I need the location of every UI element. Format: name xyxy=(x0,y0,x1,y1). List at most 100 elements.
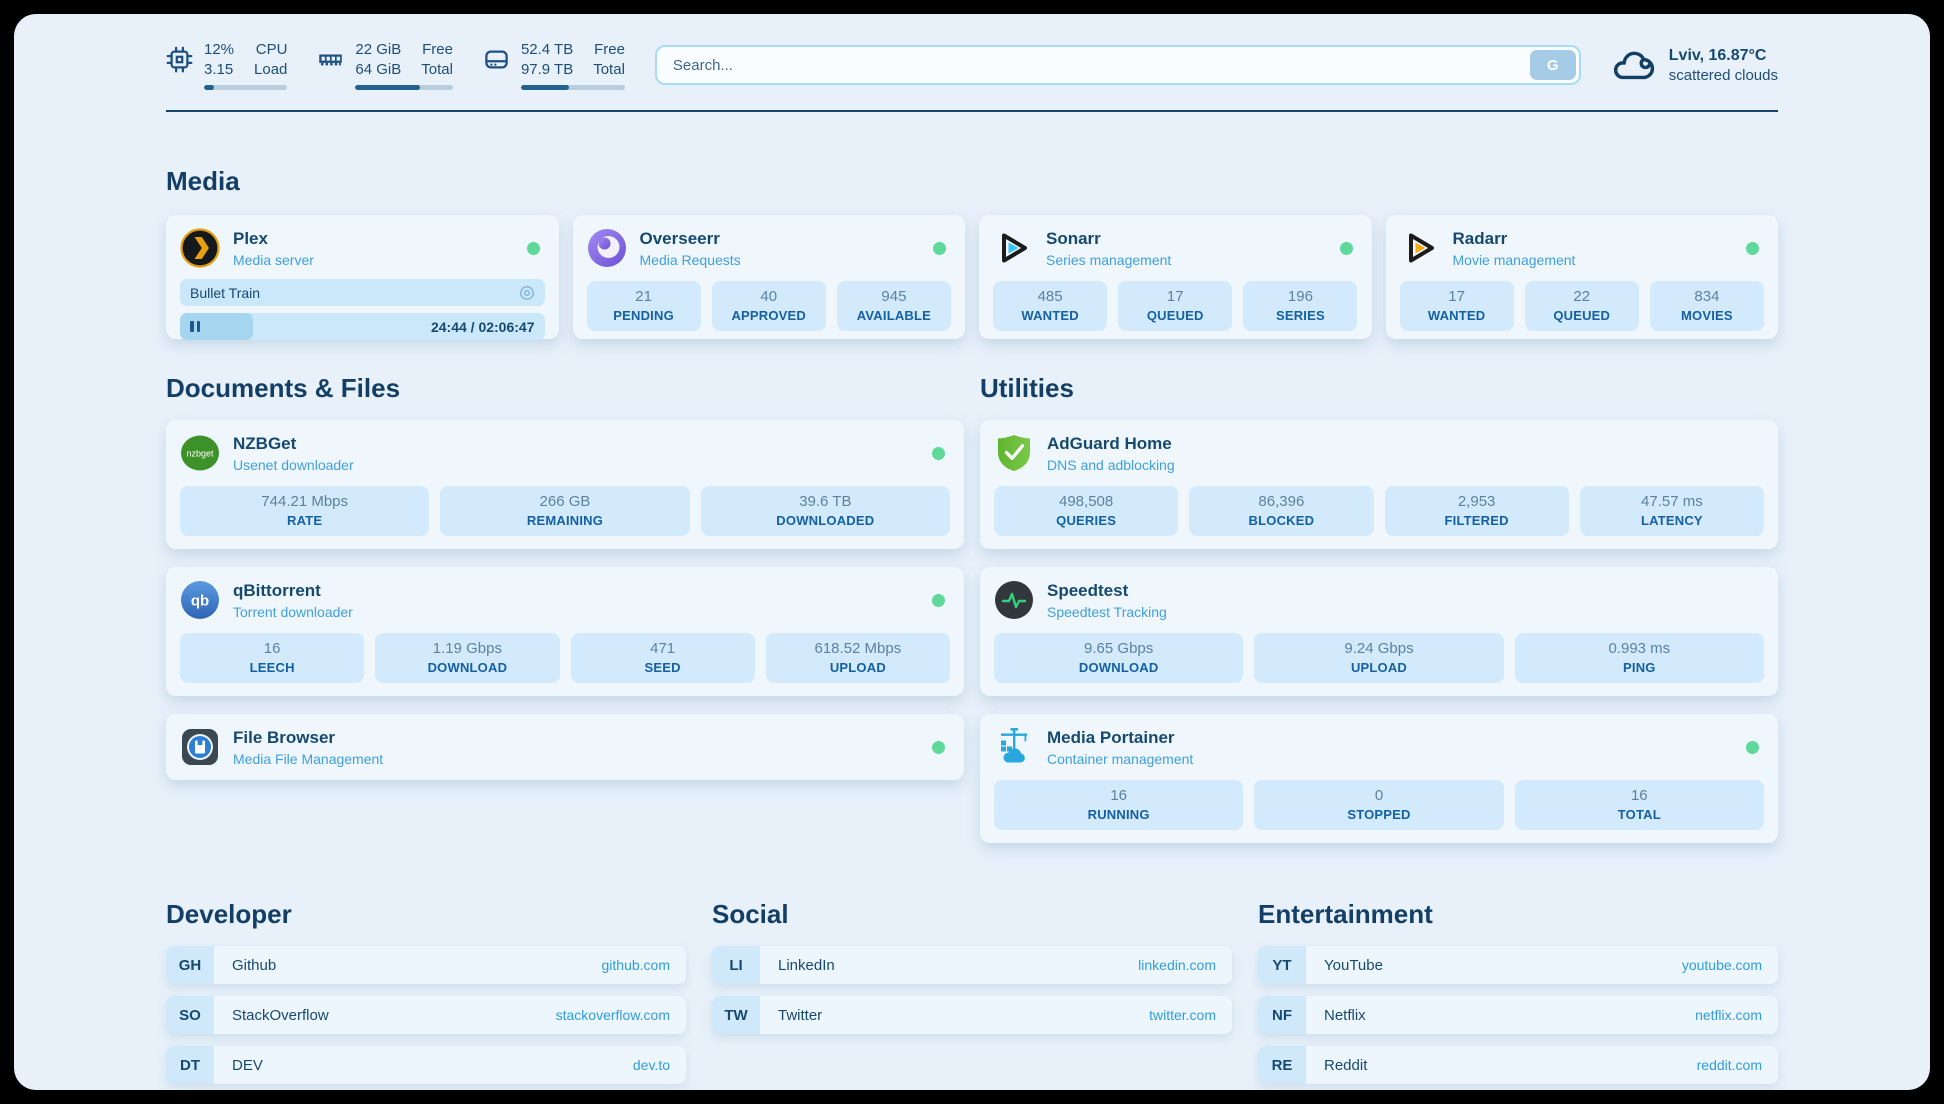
bookmarks: Developer GH Github github.com SO StackO… xyxy=(166,899,1778,1090)
stat-queries: 498,508 QUERIES xyxy=(994,486,1179,536)
app-name: Media Portainer xyxy=(1047,727,1175,747)
stat-movies: 834 MOVIES xyxy=(1649,281,1764,331)
stat-remaining: 266 GB REMAINING xyxy=(440,486,690,536)
overseerr-icon xyxy=(587,229,626,267)
disk-icon xyxy=(485,50,508,69)
app-desc: DNS and adblocking xyxy=(1047,456,1175,473)
app-name: qBittorrent xyxy=(233,580,321,600)
search-input[interactable] xyxy=(654,45,1581,85)
disk-widget: 52.4 TB 97.9 TB Free Total xyxy=(483,40,625,90)
app-card-speedtest[interactable]: Speedtest Speedtest Tracking 9.65 Gbps D… xyxy=(980,567,1778,696)
playback-time: 24:44 / 02:06:47 xyxy=(430,318,535,335)
stream-settings-icon[interactable] xyxy=(519,285,535,301)
top-bar: 12% 3.15 CPU Load xyxy=(166,14,1778,90)
stat-rate: 744.21 Mbps RATE xyxy=(180,486,430,536)
disk-progress-bar xyxy=(520,85,625,90)
bookmark-column-entertainment: Entertainment YT YouTube youtube.com NF … xyxy=(1258,899,1778,1090)
memory-labels: Free Total xyxy=(421,41,453,78)
status-dot xyxy=(526,241,540,255)
app-name: Overseerr xyxy=(639,228,720,248)
memory-progress-bar xyxy=(355,85,453,90)
app-desc: Media Requests xyxy=(639,251,741,268)
app-card-portainer[interactable]: Media Portainer Container management 16 … xyxy=(980,714,1778,843)
stat-series: 196 SERIES xyxy=(1243,281,1358,331)
stat-queued: 22 QUEUED xyxy=(1524,281,1639,331)
cpu-progress-bar xyxy=(204,85,288,90)
stat-running: 16 RUNNING xyxy=(994,780,1244,830)
stat-seed: 471 SEED xyxy=(570,633,755,683)
link-netflix[interactable]: NF Netflix netflix.com xyxy=(1258,996,1778,1034)
svg-text:qb: qb xyxy=(191,593,209,610)
app-card-adguard[interactable]: AdGuard Home DNS and adblocking 498,508 … xyxy=(980,420,1778,549)
app-card-filebrowser[interactable]: File Browser Media File Management xyxy=(166,714,964,780)
system-stats: 12% 3.15 CPU Load xyxy=(166,40,625,90)
now-playing-row: Bullet Train xyxy=(180,279,545,306)
link-github[interactable]: GH Github github.com xyxy=(166,946,686,984)
app-card-nzbget[interactable]: nzbget NZBGet Usenet downloader 744.21 M… xyxy=(166,420,964,549)
app-desc: Series management xyxy=(1046,251,1172,268)
section-title-media: Media xyxy=(166,166,240,196)
link-dev[interactable]: DT DEV dev.to xyxy=(166,1046,686,1084)
app-name: AdGuard Home xyxy=(1047,433,1172,453)
app-name: Plex xyxy=(233,228,268,248)
weather-widget: Lviv, 16.87°C scattered clouds xyxy=(1611,42,1778,88)
app-card-qbittorrent[interactable]: qb qBittorrent Torrent downloader 16 xyxy=(166,567,964,696)
link-reddit[interactable]: RE Reddit reddit.com xyxy=(1258,1046,1778,1084)
app-name: NZBGet xyxy=(233,433,297,453)
status-dot xyxy=(932,446,945,460)
status-dot xyxy=(1339,241,1353,255)
app-card-sonarr[interactable]: Sonarr Series management 485 WANTED 17 Q… xyxy=(979,215,1372,339)
status-dot xyxy=(932,593,945,607)
link-twitter[interactable]: TW Twitter twitter.com xyxy=(712,996,1232,1034)
section-title-developer: Developer xyxy=(166,899,292,929)
plex-icon xyxy=(180,228,220,268)
search-engine-button[interactable]: G xyxy=(1529,50,1576,80)
radarr-icon xyxy=(1408,233,1434,263)
weather-location: Lviv, 16.87°C xyxy=(1668,46,1767,64)
stat-stopped: 0 STOPPED xyxy=(1254,780,1504,830)
dashboard-page: 12% 3.15 CPU Load xyxy=(14,14,1930,1090)
status-dot xyxy=(932,740,945,754)
cloud-icon xyxy=(1613,51,1654,80)
speedtest-icon xyxy=(995,581,1033,619)
app-desc: Usenet downloader xyxy=(233,456,354,473)
disk-labels: Free Total xyxy=(593,41,625,78)
memory-values: 22 GiB 64 GiB xyxy=(355,41,402,78)
stat-download: 9.65 Gbps DOWNLOAD xyxy=(994,633,1244,683)
section-title-entertainment: Entertainment xyxy=(1258,899,1433,929)
stat-latency: 47.57 ms LATENCY xyxy=(1579,486,1764,536)
link-linkedin[interactable]: LI LinkedIn linkedin.com xyxy=(712,946,1232,984)
app-card-plex[interactable]: Plex Media server Bullet Train xyxy=(166,215,559,340)
sonarr-icon xyxy=(1002,233,1027,263)
app-desc: Movie management xyxy=(1452,251,1576,268)
bookmark-column-social: Social LI LinkedIn linkedin.com TW Twitt… xyxy=(712,899,1232,1090)
status-dot xyxy=(1746,241,1759,255)
now-playing-title: Bullet Train xyxy=(190,284,261,301)
app-desc: Torrent downloader xyxy=(233,603,353,620)
section-title-utilities: Utilities xyxy=(980,373,1074,403)
app-name: Speedtest xyxy=(1047,580,1129,600)
stat-ping: 0.993 ms PING xyxy=(1514,633,1764,683)
stat-upload: 9.24 Gbps UPLOAD xyxy=(1254,633,1504,683)
stat-download: 1.19 Gbps DOWNLOAD xyxy=(375,633,560,683)
stat-upload: 618.52 Mbps UPLOAD xyxy=(765,633,950,683)
section-title-documents: Documents & Files xyxy=(166,373,401,403)
app-name: Sonarr xyxy=(1046,228,1101,248)
pause-icon[interactable] xyxy=(190,321,200,332)
stat-filtered: 2,953 FILTERED xyxy=(1384,486,1569,536)
section-title-social: Social xyxy=(712,899,789,929)
bookmark-column-developer: Developer GH Github github.com SO StackO… xyxy=(166,899,686,1090)
link-stackoverflow[interactable]: SO StackOverflow stackoverflow.com xyxy=(166,996,686,1034)
ram-icon xyxy=(319,54,343,66)
status-dot xyxy=(1746,740,1759,754)
link-youtube[interactable]: YT YouTube youtube.com xyxy=(1258,946,1778,984)
app-card-radarr[interactable]: Radarr Movie management 17 WANTED 22 QUE… xyxy=(1385,215,1778,339)
app-desc: Media server xyxy=(233,251,314,268)
media-grid: Plex Media server Bullet Train xyxy=(166,215,1778,340)
app-desc: Media File Management xyxy=(233,750,384,767)
cpu-icon xyxy=(166,46,193,73)
playback-progress-bar[interactable]: 24:44 / 02:06:47 xyxy=(180,313,545,340)
app-card-overseerr[interactable]: Overseerr Media Requests 21 PENDING 40 A… xyxy=(572,215,965,339)
app-desc: Container management xyxy=(1047,750,1194,767)
app-desc: Speedtest Tracking xyxy=(1047,603,1167,620)
